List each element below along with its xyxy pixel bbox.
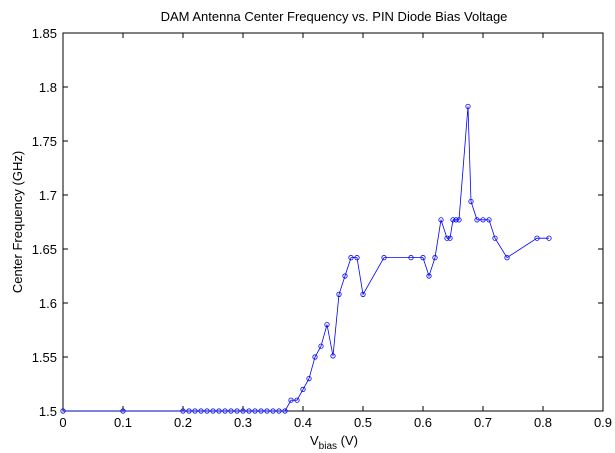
data-point (246, 408, 252, 414)
data-point (258, 408, 264, 414)
data-point (420, 255, 426, 261)
y-tick-label: 1.6 (39, 296, 57, 311)
data-point (348, 255, 354, 261)
data-point (120, 408, 126, 414)
data-point (534, 235, 540, 241)
y-tick-label: 1.55 (32, 350, 57, 365)
data-point (270, 408, 276, 414)
data-point (465, 103, 471, 110)
data-point (504, 255, 510, 261)
data-point (438, 217, 444, 223)
data-point (474, 217, 480, 223)
data-point (294, 397, 300, 403)
series-layer (60, 103, 552, 414)
data-point (336, 291, 342, 297)
data-point (324, 321, 330, 328)
data-point (276, 408, 282, 414)
data-point (222, 408, 228, 414)
data-point (192, 408, 198, 414)
data-point (198, 408, 204, 414)
data-point (432, 255, 438, 261)
x-axis-label-unit: (V) (337, 433, 358, 448)
data-point (234, 408, 240, 414)
x-tick-label: 0.7 (474, 415, 492, 430)
x-axis-label-subscript: bias (319, 441, 337, 452)
data-point (228, 408, 234, 414)
x-tick-label: 0.2 (174, 415, 192, 430)
data-point (186, 408, 192, 414)
data-point (318, 343, 324, 349)
data-point (450, 217, 456, 223)
chart-title: DAM Antenna Center Frequency vs. PIN Dio… (161, 9, 508, 24)
data-point (216, 408, 222, 414)
x-tick-label: 0.3 (234, 415, 252, 430)
data-point (354, 255, 360, 261)
y-tick-label: 1.75 (32, 134, 57, 149)
plot-area (62, 32, 604, 412)
x-tick-label: 0.8 (534, 415, 552, 430)
data-point (312, 354, 318, 360)
y-tick-label: 1.85 (32, 26, 57, 41)
data-point (381, 255, 387, 261)
data-point (342, 273, 348, 279)
data-point (447, 235, 453, 241)
x-tick-label: 0.1 (114, 415, 132, 430)
data-point (60, 408, 66, 414)
y-tick-label: 1.8 (39, 80, 57, 95)
data-point (282, 408, 288, 414)
data-point (264, 408, 270, 414)
y-tick-label: 1.7 (39, 188, 57, 203)
data-point (453, 217, 459, 223)
data-point (330, 353, 336, 359)
data-point (468, 198, 474, 205)
data-point (204, 408, 210, 414)
x-tick-label: 0.4 (294, 415, 312, 430)
x-tick-label: 0 (59, 415, 66, 430)
data-point (360, 291, 366, 297)
x-tick-label: 0.9 (594, 415, 612, 430)
data-point (480, 217, 486, 223)
data-point (546, 235, 552, 241)
data-point (408, 255, 414, 261)
data-point (426, 273, 432, 279)
x-tick-label: 0.6 (414, 415, 432, 430)
data-point (492, 235, 498, 241)
x-axis-label-main: V (310, 433, 319, 448)
data-point (456, 217, 462, 223)
data-point (210, 408, 216, 414)
data-point (444, 235, 450, 241)
data-point (180, 408, 186, 414)
data-point (252, 408, 258, 414)
x-axis-label: Vbias (V) (310, 433, 358, 452)
data-point (486, 217, 492, 223)
data-point (300, 386, 306, 392)
y-tick-label: 1.5 (39, 404, 57, 419)
data-point (288, 397, 294, 403)
x-tick-label: 0.5 (354, 415, 372, 430)
y-axis-ticks: 1.5 1.55 1.6 1.65 1.7 1.75 1.8 1.85 (32, 26, 603, 419)
data-point (306, 375, 312, 382)
data-point (240, 408, 246, 414)
y-tick-label: 1.65 (32, 242, 57, 257)
x-axis-ticks: 0 0.1 0.2 0.3 0.4 0.5 0.6 0.7 0.8 0.9 (59, 33, 612, 430)
y-axis-label: Center Frequency (GHz) (10, 151, 25, 293)
